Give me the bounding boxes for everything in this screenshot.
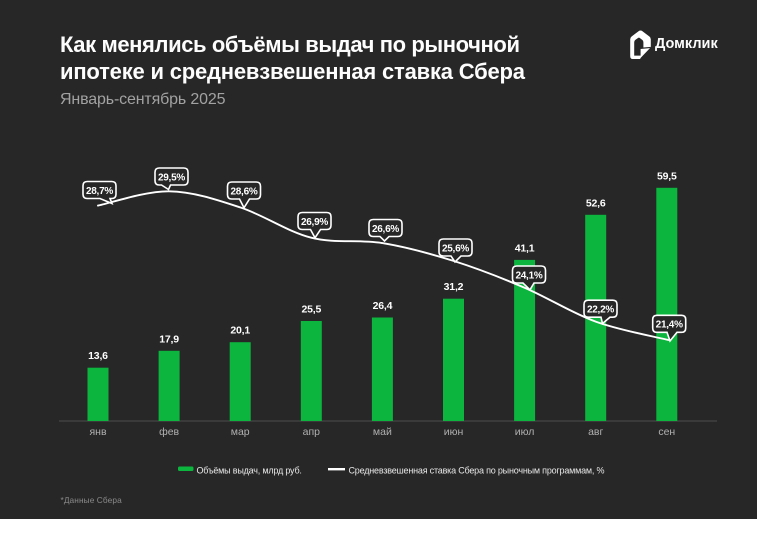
svg-text:24,1%: 24,1% bbox=[515, 270, 542, 281]
svg-text:13,6: 13,6 bbox=[88, 350, 108, 362]
svg-text:апр: апр bbox=[303, 426, 321, 438]
svg-text:Средневзвешенная ставка Сбера: Средневзвешенная ставка Сбера по рыночны… bbox=[349, 466, 605, 476]
svg-text:фев: фев bbox=[159, 426, 179, 438]
svg-text:21,4%: 21,4% bbox=[656, 320, 683, 331]
svg-text:25,6%: 25,6% bbox=[442, 243, 469, 254]
svg-text:29,5%: 29,5% bbox=[158, 172, 185, 183]
svg-text:22,2%: 22,2% bbox=[587, 305, 614, 316]
svg-text:26,6%: 26,6% bbox=[372, 224, 399, 235]
svg-text:25,5: 25,5 bbox=[301, 304, 321, 316]
svg-text:июл: июл bbox=[515, 426, 535, 438]
svg-text:26,4: 26,4 bbox=[373, 300, 393, 312]
svg-text:июн: июн bbox=[444, 426, 464, 438]
svg-text:41,1: 41,1 bbox=[515, 242, 535, 254]
svg-text:26,9%: 26,9% bbox=[301, 217, 328, 228]
svg-text:17,9: 17,9 bbox=[159, 333, 179, 345]
svg-text:28,6%: 28,6% bbox=[230, 186, 257, 197]
svg-text:май: май bbox=[373, 426, 392, 438]
svg-text:20,1: 20,1 bbox=[230, 325, 250, 337]
svg-text:мар: мар bbox=[231, 426, 250, 438]
svg-text:Объёмы выдач, млрд руб.: Объёмы выдач, млрд руб. bbox=[197, 466, 302, 476]
svg-text:31,2: 31,2 bbox=[444, 281, 464, 293]
svg-text:сен: сен bbox=[658, 426, 675, 438]
svg-text:52,6: 52,6 bbox=[586, 197, 606, 209]
svg-text:59,5: 59,5 bbox=[657, 170, 677, 182]
svg-text:авг: авг bbox=[588, 426, 603, 438]
svg-text:28,7%: 28,7% bbox=[86, 186, 113, 197]
svg-text:янв: янв bbox=[89, 426, 106, 438]
